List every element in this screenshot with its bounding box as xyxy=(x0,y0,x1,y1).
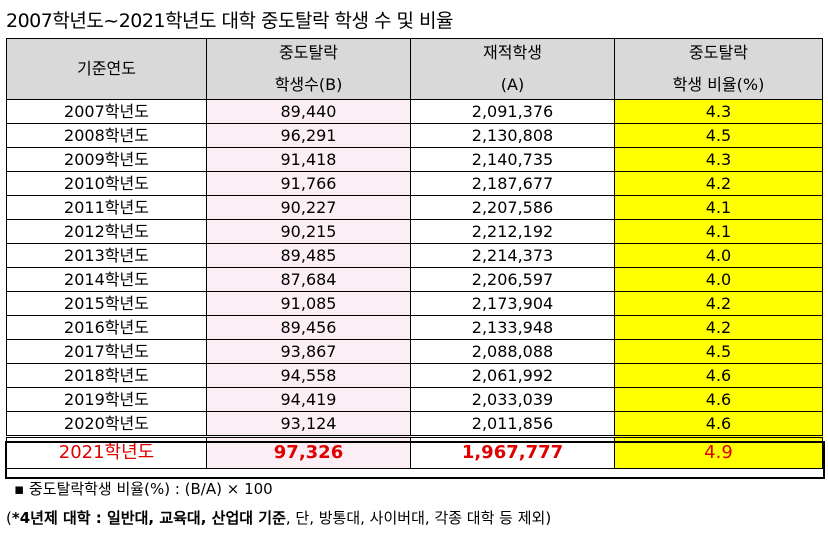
dropout-cell: 89,440 xyxy=(206,99,411,124)
dropout-cell: 89,485 xyxy=(206,243,411,268)
rate-cell: 4.2 xyxy=(614,291,823,316)
highlight-rate-cell: 4.9 xyxy=(614,435,823,469)
year-cell: 2011학년도 xyxy=(6,195,207,220)
table-row: 2009학년도 91,418 2,140,735 4.3 xyxy=(6,147,823,172)
footnote-formula: ▪ 중도탈락학생 비율(%) : (B/A) × 100 xyxy=(14,480,273,498)
footnote-scope: (*4년제 대학 : 일반대, 교육대, 산업대 기준, 단, 방통대, 사이버… xyxy=(6,509,552,527)
enrolled-cell: 2,133,948 xyxy=(410,315,615,340)
dropout-cell: 87,684 xyxy=(206,267,411,292)
table-header-row: 기준연도 중도탈락 학생수(B) 재적학생 (A) 중도탈락 학생 비율(%) xyxy=(6,38,823,100)
rate-cell: 4.6 xyxy=(614,363,823,388)
rate-cell: 4.3 xyxy=(614,147,823,172)
enrolled-cell: 2,212,192 xyxy=(410,219,615,244)
highlight-year-cell: 2021학년도 xyxy=(6,435,207,469)
dropout-table: 기준연도 중도탈락 학생수(B) 재적학생 (A) 중도탈락 학생 비율(%) … xyxy=(6,38,823,469)
table-row: 2020학년도 93,124 2,011,856 4.6 xyxy=(6,411,823,437)
year-cell: 2009학년도 xyxy=(6,147,207,172)
rate-cell: 4.0 xyxy=(614,243,823,268)
rate-cell: 4.3 xyxy=(614,99,823,124)
enrolled-cell: 2,091,376 xyxy=(410,99,615,124)
year-cell: 2014학년도 xyxy=(6,267,207,292)
dropout-cell: 90,215 xyxy=(206,219,411,244)
table-row: 2008학년도 96,291 2,130,808 4.5 xyxy=(6,123,823,148)
enrolled-cell: 2,033,039 xyxy=(410,387,615,412)
table-row: 2018학년도 94,558 2,061,992 4.6 xyxy=(6,363,823,388)
header-enrolled: 재적학생 (A) xyxy=(410,38,615,100)
highlight-dropout-cell: 97,326 xyxy=(206,435,411,469)
dropout-cell: 89,456 xyxy=(206,315,411,340)
rate-cell: 4.2 xyxy=(614,171,823,196)
table-row: 2007학년도 89,440 2,091,376 4.3 xyxy=(6,99,823,124)
table-row: 2015학년도 91,085 2,173,904 4.2 xyxy=(6,291,823,316)
enrolled-cell: 2,088,088 xyxy=(410,339,615,364)
dropout-cell: 93,867 xyxy=(206,339,411,364)
table-row: 2019학년도 94,419 2,033,039 4.6 xyxy=(6,387,823,412)
header-year: 기준연도 xyxy=(6,38,207,100)
enrolled-cell: 2,214,373 xyxy=(410,243,615,268)
dropout-cell: 91,418 xyxy=(206,147,411,172)
dropout-cell: 94,419 xyxy=(206,387,411,412)
year-cell: 2019학년도 xyxy=(6,387,207,412)
rate-cell: 4.2 xyxy=(614,315,823,340)
dropout-cell: 91,085 xyxy=(206,291,411,316)
year-cell: 2015학년도 xyxy=(6,291,207,316)
table-row: 2014학년도 87,684 2,206,597 4.0 xyxy=(6,267,823,292)
rate-cell: 4.5 xyxy=(614,339,823,364)
enrolled-cell: 2,130,808 xyxy=(410,123,615,148)
rate-cell: 4.0 xyxy=(614,267,823,292)
enrolled-cell: 2,187,677 xyxy=(410,171,615,196)
rate-cell: 4.5 xyxy=(614,123,823,148)
year-cell: 2018학년도 xyxy=(6,363,207,388)
year-cell: 2012학년도 xyxy=(6,219,207,244)
table-row: 2016학년도 89,456 2,133,948 4.2 xyxy=(6,315,823,340)
rate-cell: 4.6 xyxy=(614,411,823,437)
year-cell: 2017학년도 xyxy=(6,339,207,364)
enrolled-cell: 2,207,586 xyxy=(410,195,615,220)
year-cell: 2010학년도 xyxy=(6,171,207,196)
table-row: 2012학년도 90,215 2,212,192 4.1 xyxy=(6,219,823,244)
header-dropout: 중도탈락 학생수(B) xyxy=(206,38,411,100)
year-cell: 2013학년도 xyxy=(6,243,207,268)
highlight-row-2021: 2021학년도 97,326 1,967,777 4.9 xyxy=(6,435,823,469)
table-row: 2013학년도 89,485 2,214,373 4.0 xyxy=(6,243,823,268)
enrolled-cell: 2,061,992 xyxy=(410,363,615,388)
dropout-cell: 96,291 xyxy=(206,123,411,148)
enrolled-cell: 2,140,735 xyxy=(410,147,615,172)
enrolled-cell: 2,173,904 xyxy=(410,291,615,316)
year-cell: 2008학년도 xyxy=(6,123,207,148)
header-rate: 중도탈락 학생 비율(%) xyxy=(614,38,823,100)
dropout-cell: 94,558 xyxy=(206,363,411,388)
enrolled-cell: 2,011,856 xyxy=(410,411,615,437)
table-row: 2017학년도 93,867 2,088,088 4.5 xyxy=(6,339,823,364)
dropout-cell: 93,124 xyxy=(206,411,411,437)
rate-cell: 4.6 xyxy=(614,387,823,412)
year-cell: 2020학년도 xyxy=(6,411,207,437)
table-row: 2011학년도 90,227 2,207,586 4.1 xyxy=(6,195,823,220)
dropout-cell: 90,227 xyxy=(206,195,411,220)
rate-cell: 4.1 xyxy=(614,195,823,220)
dropout-cell: 91,766 xyxy=(206,171,411,196)
table-row: 2010학년도 91,766 2,187,677 4.2 xyxy=(6,171,823,196)
year-cell: 2007학년도 xyxy=(6,99,207,124)
rate-cell: 4.1 xyxy=(614,219,823,244)
enrolled-cell: 2,206,597 xyxy=(410,267,615,292)
highlight-enrolled-cell: 1,967,777 xyxy=(410,435,615,469)
page-title: 2007학년도~2021학년도 대학 중도탈락 학생 수 및 비율 xyxy=(6,10,454,32)
year-cell: 2016학년도 xyxy=(6,315,207,340)
